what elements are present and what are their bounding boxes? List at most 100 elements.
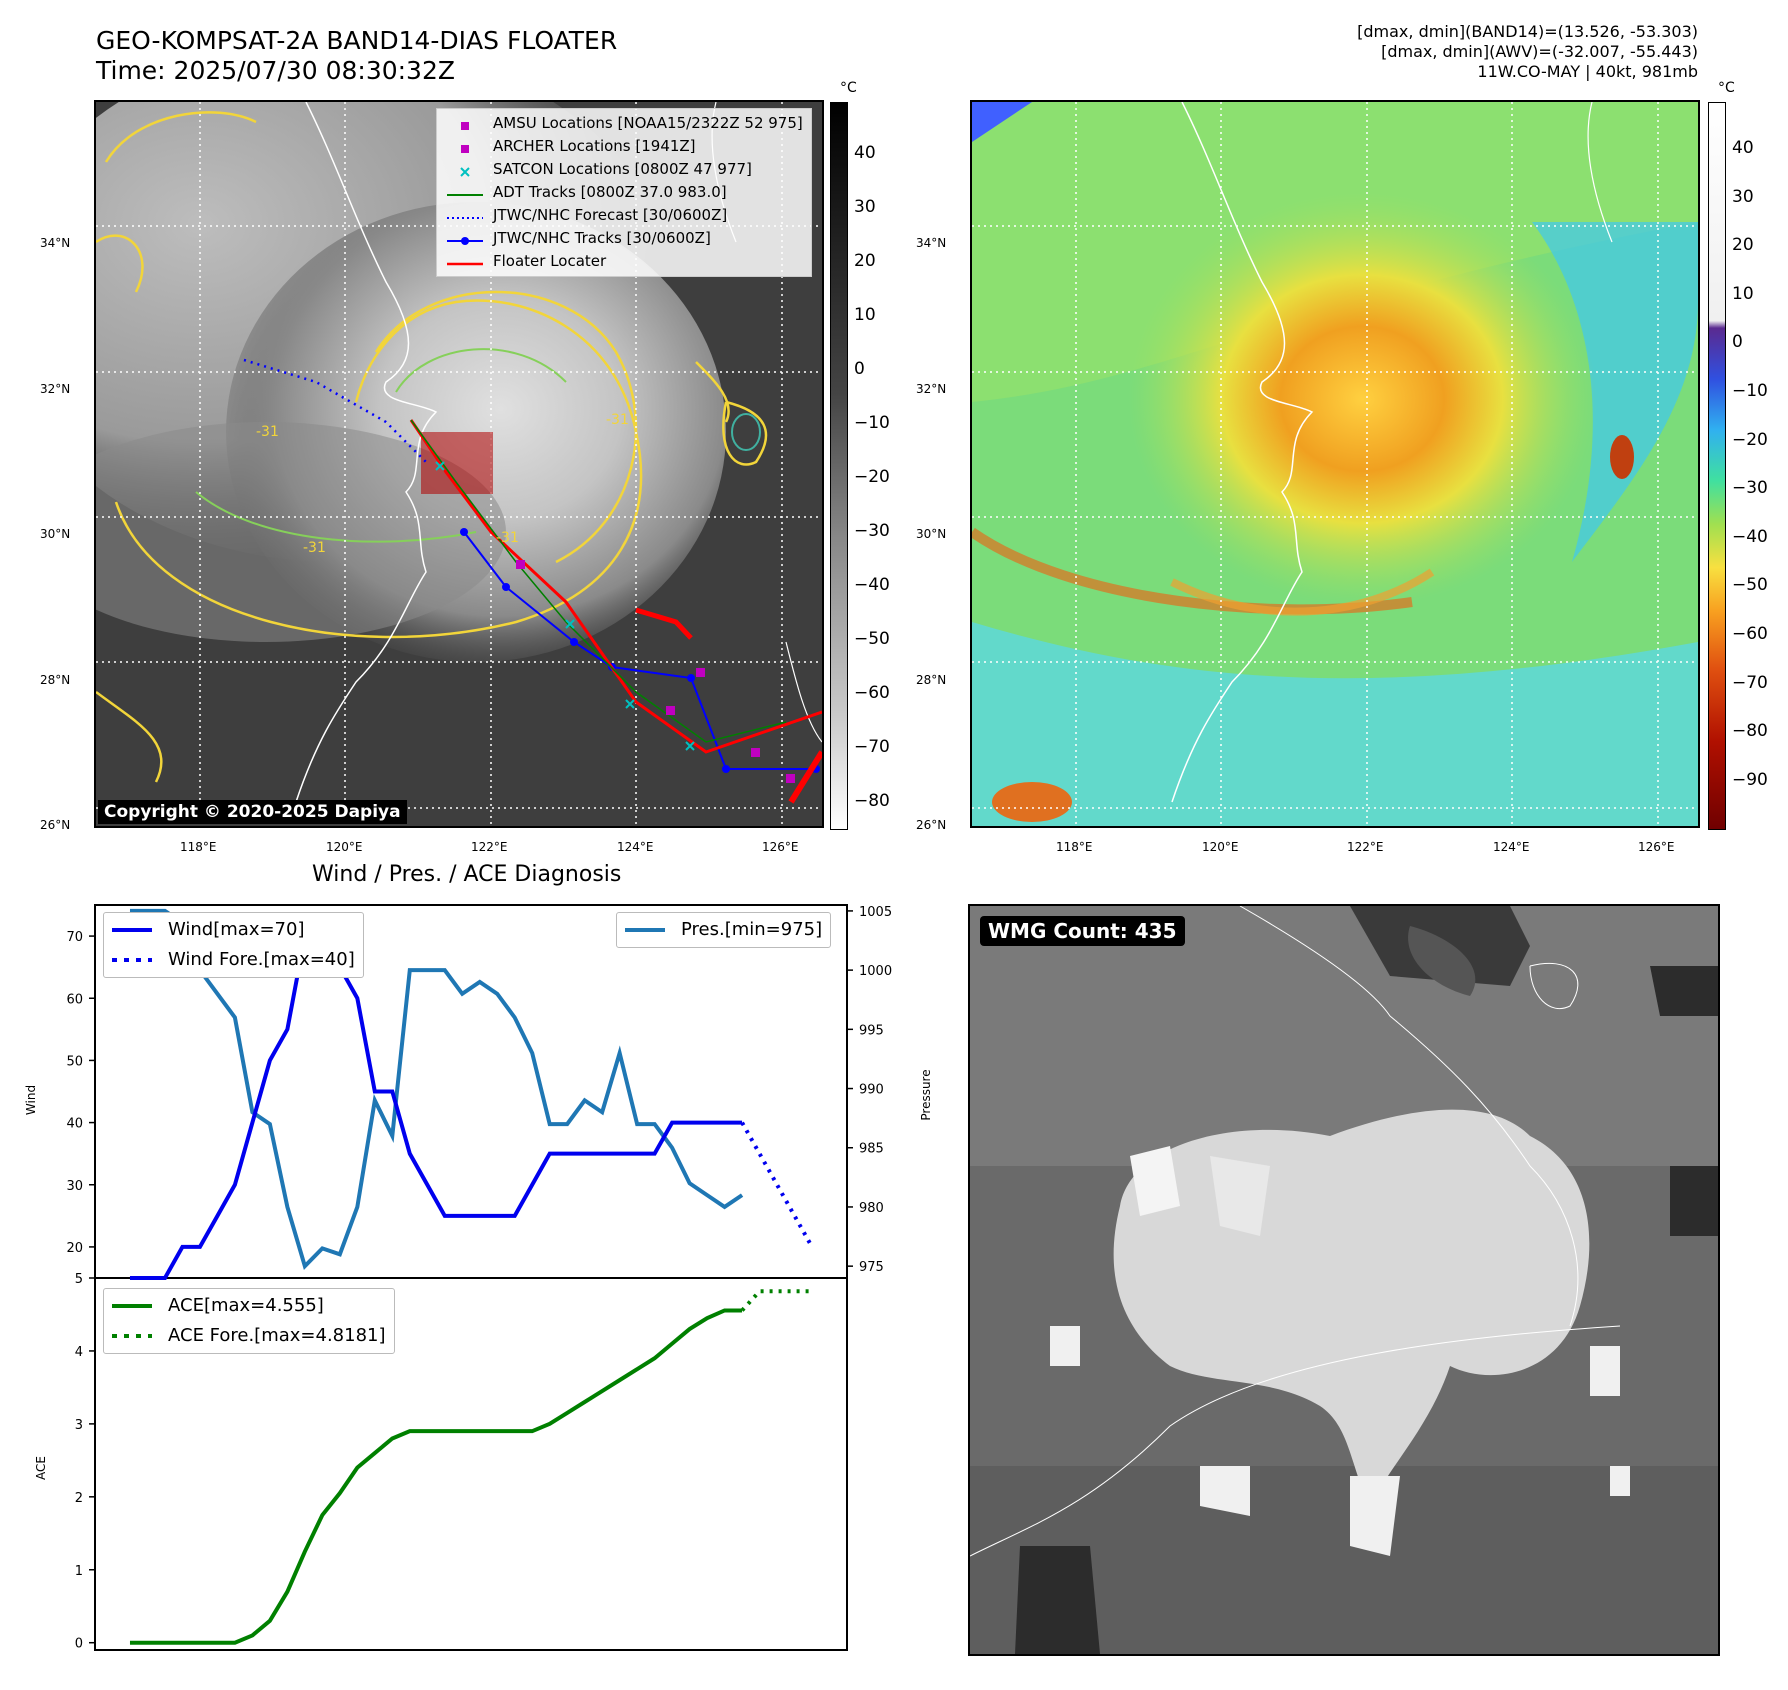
colorbar-left-tick: 30 [854,197,876,217]
colorbar-right-tick: 20 [1732,235,1754,256]
awv-map-panel [970,100,1700,828]
lon-label: 126°E [762,840,799,854]
lat-label: 30°N [40,527,71,541]
colorbar-left-tick: −30 [854,521,890,541]
colorbar-left-tick: 0 [854,359,865,379]
legend-ace-fore: ACE Fore.[max=4.8181] [112,1321,386,1351]
colorbar-right-unit: °C [1718,80,1735,96]
contour-label: -31 [496,530,519,546]
wind-legend: Wind[max=70] Wind Fore.[max=40] [103,912,364,978]
copyright-badge: Copyright © 2020-2025 Dapiya [98,800,407,824]
colorbar-right-tick: 40 [1732,138,1754,158]
ir-map-panel: -31 -31 -31 -31 AMSU Locations [NOAA15/2… [94,100,824,828]
wmg-image [970,906,1718,1654]
contour-label: -31 [256,424,279,440]
colorbar-left-tick: 40 [854,143,876,163]
ace-series-line [129,1308,743,1645]
lon-label: 124°E [1493,840,1530,854]
ace-axis-tick-label: 5 [75,1272,83,1287]
title-line-2: Time: 2025/07/30 08:30:32Z [96,56,455,85]
lat-label: 28°N [40,673,71,687]
colorbar-left-tick: −10 [854,413,890,433]
colorbar-right-tick: −30 [1732,478,1768,499]
pressure-axis-label: Pressure [919,1069,933,1120]
wind-axis-tick-label: 40 [66,1117,83,1132]
lat-label: 26°N [916,818,947,832]
pressure-axis-tick-label: 990 [859,1083,884,1098]
legend-ace: ACE[max=4.555] [112,1291,386,1321]
x-marker-icon [445,163,485,177]
ace-axis-tick-label: 3 [75,1418,83,1433]
legend-floater: Floater Locater [445,250,803,273]
storm-info: 11W.CO-MAY | 40kt, 981mb [1477,62,1698,81]
square-marker-icon [445,140,485,154]
lat-label: 28°N [916,673,947,687]
colorbar-right-tick: 0 [1732,332,1743,353]
colorbar-left-tick: −70 [854,737,890,757]
legend-archer: ARCHER Locations [1941Z] [445,135,803,158]
series-layer [129,908,814,1645]
pressure-axis-tick-label: 975 [859,1260,884,1275]
colorbar-right [1708,102,1726,830]
lat-label: 32°N [40,382,71,396]
pressure-axis-ticks: 1005 1000 995 990 985 980 975 [847,905,892,1275]
colorbar-right-tick: −70 [1732,672,1768,693]
colorbar-left-tick: 10 [854,305,876,325]
lat-label: 34°N [40,236,71,250]
legend-satcon: SATCON Locations [0800Z 47 977] [445,158,803,181]
colorbar-right-tick: −20 [1732,429,1768,450]
lon-label: 122°E [1347,840,1384,854]
ace-forecast-line [740,1289,813,1312]
wind-axis-tick-label: 20 [66,1241,83,1256]
lat-label: 30°N [916,527,947,541]
legend-tracks: JTWC/NHC Tracks [30/0600Z] [445,227,803,250]
colorbar-right-tick: −10 [1732,381,1768,401]
legend-pres: Pres.[min=975] [625,915,822,945]
stats-awv: [dmax, dmin](AWV)=(-32.007, -55.443) [1381,42,1698,61]
colorbar-left-tick: −20 [854,467,890,487]
wind-axis-label: Wind [24,1085,38,1115]
lat-label: 26°N [40,818,71,832]
wind-axis-ticks: 70 60 50 40 30 20 [66,930,95,1256]
line-icon [445,186,485,200]
colorbar-left-tick: −50 [854,629,890,649]
lon-label: 118°E [180,840,217,854]
colorbar-right-tick: −50 [1732,575,1768,596]
colorbar-left-tick: −40 [854,575,890,595]
colorbar-right-tick: −90 [1732,769,1768,790]
ace-axis-tick-label: 2 [75,1491,83,1506]
pressure-axis-tick-label: 1000 [859,964,892,979]
ace-axis-tick-label: 0 [75,1637,83,1652]
line-dot-icon [445,232,485,246]
floater-track [409,419,822,754]
legend-wind-fore: Wind Fore.[max=40] [112,945,355,975]
figure-title: GEO-KOMPSAT-2A BAND14-DIAS FLOATER Time:… [96,26,617,86]
lon-label: 120°E [1202,840,1239,854]
colorbar-left-unit: °C [840,80,857,96]
lat-label: 32°N [916,382,947,396]
ace-axis-label: ACE [34,1456,48,1480]
wind-axis-tick-label: 50 [66,1054,83,1069]
ace-legend: ACE[max=4.555] ACE Fore.[max=4.8181] [103,1288,395,1354]
title-line-1: GEO-KOMPSAT-2A BAND14-DIAS FLOATER [96,26,618,55]
colorbar-left-tick: −80 [854,791,890,811]
wind-axis-tick-label: 70 [66,930,83,945]
line-icon [445,255,485,269]
contour-label: -31 [606,412,629,428]
pressure-axis-tick-label: 980 [859,1201,884,1216]
ace-axis-ticks: 5 4 3 2 1 0 [75,1272,95,1652]
colorbar-right-tick: −40 [1732,526,1768,547]
pressure-series-line [129,908,744,1270]
lon-label: 118°E [1056,840,1093,854]
solid-line-icon [112,1304,152,1308]
dotted-line-icon [112,1334,152,1338]
square-marker-icon [445,117,485,131]
colorbar-right-tick: 30 [1732,186,1754,207]
wmg-count-badge: WMG Count: 435 [980,916,1185,946]
ace-axis-tick-label: 4 [75,1345,83,1360]
colorbar-right-tick: −80 [1732,721,1768,742]
wmg-panel: WMG Count: 435 [968,904,1720,1656]
diag-title: Wind / Pres. / ACE Diagnosis [312,862,622,887]
pressure-axis-tick-label: 985 [859,1142,884,1157]
